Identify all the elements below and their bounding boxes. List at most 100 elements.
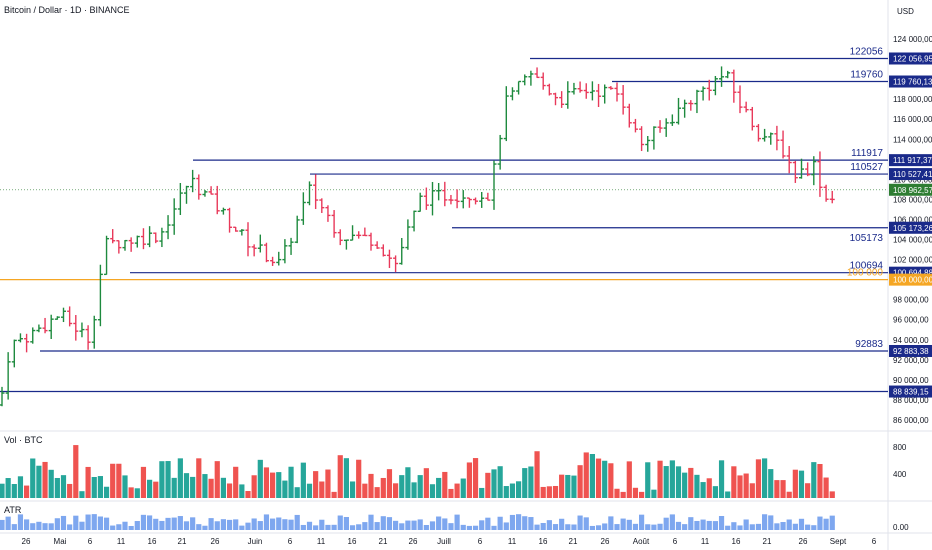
volume-bar [251, 475, 257, 498]
volume-bar [743, 473, 749, 498]
volume-bar [319, 481, 325, 498]
atr-bar [276, 517, 282, 530]
time-tick-label: 11 [317, 537, 326, 546]
time-tick-label: Juin [248, 537, 263, 546]
atr-bar [669, 514, 675, 530]
atr-bar [749, 524, 755, 530]
price-tick-label: 118 000,00 [893, 95, 932, 104]
level-price-tag [889, 344, 932, 357]
volume-bar [411, 482, 417, 498]
volume-bar [183, 473, 190, 498]
currency-label: USD [897, 7, 914, 16]
time-tick-label: 16 [732, 537, 741, 546]
volume-bar [589, 454, 595, 498]
atr-bar [774, 523, 780, 530]
atr-bar [731, 522, 737, 530]
volume-bar [36, 465, 42, 498]
atr-bar [792, 523, 798, 530]
atr-bar [208, 518, 214, 530]
volume-bar [417, 475, 423, 498]
volume-bar [602, 460, 608, 498]
volume-bar [682, 472, 688, 498]
level-label: 105173 [850, 233, 884, 244]
price-tick-label: 116 000,00 [893, 115, 932, 124]
volume-bar [30, 458, 36, 498]
volume-bar [306, 483, 313, 498]
atr-bar [110, 525, 116, 530]
price-axis-tags: 122 056,95 119 760,13 111 917,37 110 527,41… [889, 52, 932, 398]
price-tick-label: 88 000,00 [893, 396, 929, 405]
atr-bar [725, 525, 731, 530]
time-tick-label: 11 [701, 537, 710, 546]
atr-tick-label: 0.00 [893, 523, 909, 532]
time-tick-label: 26 [211, 537, 220, 546]
atr-bar [331, 524, 337, 530]
level-price-tag-text: 105 173,26 [893, 224, 932, 233]
atr-bar [614, 524, 620, 530]
volume-bar [651, 489, 657, 498]
level-price-tag-text: 100 694,88 [893, 269, 932, 278]
atr-bar [522, 516, 528, 530]
volume-bar [497, 466, 503, 498]
price-bars [0, 66, 835, 407]
atr-bar [429, 521, 436, 530]
atr-bar [706, 520, 712, 530]
time-tick-label: 21 [569, 537, 578, 546]
atr-bar [30, 523, 36, 530]
atr-bar [491, 525, 497, 530]
atr-bar [153, 518, 159, 530]
volume-bar [300, 462, 306, 498]
atr-bar [442, 518, 448, 530]
volume-bar [147, 479, 153, 498]
atr-bar [823, 518, 829, 530]
volume-bar [140, 466, 147, 498]
volume-bar [190, 476, 196, 498]
atr-bar [17, 514, 24, 530]
volume-bar [583, 452, 589, 498]
time-tick-label: Mai [54, 537, 67, 546]
atr-bar [540, 522, 546, 530]
atr-bar [602, 523, 608, 530]
time-axis-labels: 26 Mai 6 11 16 21 26 Juin 6 11 16 21 26 Juill 6 11 16 21 2… [22, 537, 877, 546]
atr-bar [682, 524, 688, 530]
atr-bar [448, 523, 454, 530]
atr-bar [817, 516, 823, 530]
atr-bar [79, 521, 85, 530]
volume-bar [559, 474, 565, 498]
volume-bar [823, 477, 829, 498]
volume-bar [694, 474, 700, 498]
atr-bar [657, 523, 663, 530]
volume-bar [42, 461, 48, 498]
atr-bar [263, 514, 270, 530]
volume-bar [718, 460, 725, 498]
atr-bar [798, 518, 805, 530]
volume-bar [288, 466, 294, 498]
atr-bar [42, 523, 48, 530]
atr-bar [386, 517, 393, 530]
volume-bar [725, 491, 731, 498]
volume-bar [177, 458, 183, 498]
atr-bar [466, 525, 472, 530]
atr-bar [423, 524, 429, 530]
volume-bar [749, 483, 755, 498]
volume-bar [233, 466, 239, 498]
volume-bar [436, 477, 442, 498]
atr-bar [411, 520, 417, 530]
time-tick-label: 21 [178, 537, 187, 546]
atr-bar [393, 520, 399, 530]
price-tick-label: 94 000,00 [893, 336, 929, 345]
volume-bar [442, 471, 448, 498]
volume-bar [79, 491, 85, 498]
volume-bar [792, 469, 798, 498]
atr-bar [294, 514, 300, 530]
volume-bar [829, 491, 835, 498]
atr-bar [11, 524, 17, 530]
atr-bar [589, 525, 595, 530]
atr-bar [663, 517, 669, 530]
volume-bar [17, 476, 24, 498]
atr-bar [620, 518, 626, 530]
volume-bar [67, 483, 73, 498]
atr-bar [374, 522, 380, 530]
atr-bar [343, 516, 349, 530]
